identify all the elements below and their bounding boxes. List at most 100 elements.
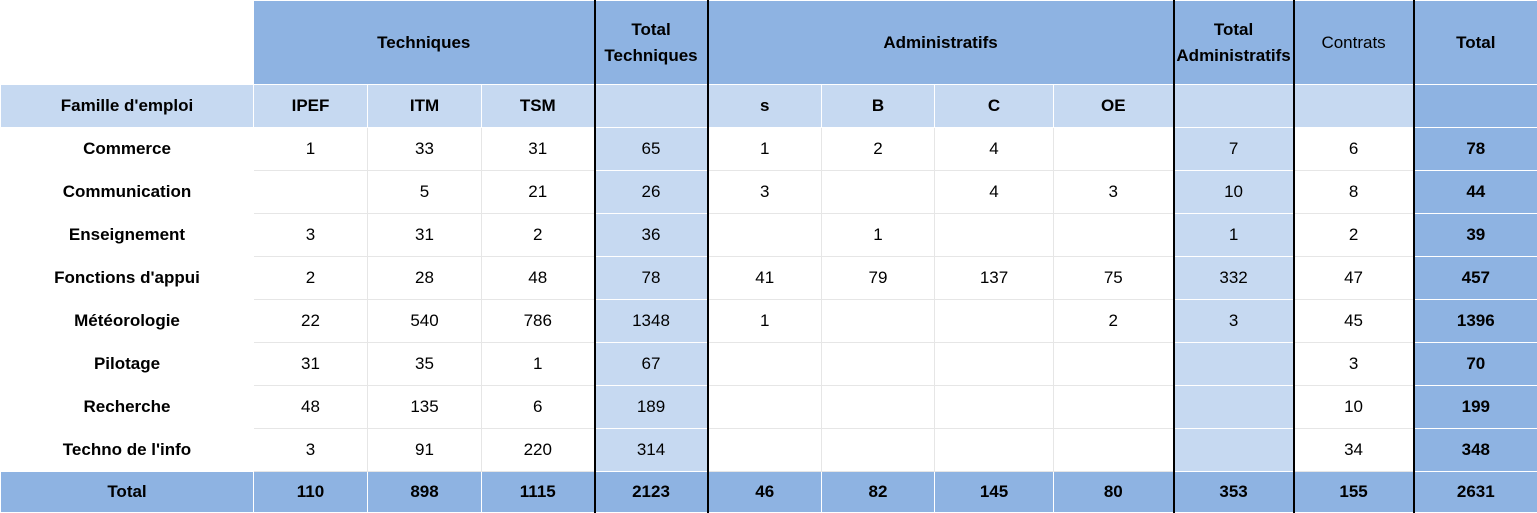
total-cell: 39 <box>1414 214 1537 257</box>
itm-cell: 135 <box>368 386 482 429</box>
total-cell: 1396 <box>1414 300 1537 343</box>
total-administratifs-cell: 7 <box>1174 128 1294 171</box>
ipef-cell: 22 <box>254 300 368 343</box>
itm-total: 898 <box>368 472 482 513</box>
table-row: Communication 5 21 26 3 4 3 10 8 44 <box>1 171 1537 214</box>
oe-header: OE <box>1054 85 1174 128</box>
total-administratifs-cell: 332 <box>1174 257 1294 300</box>
total-techniques-cell: 26 <box>595 171 708 214</box>
famille-cell: Fonctions d'appui <box>1 257 254 300</box>
total-techniques-cell: 189 <box>595 386 708 429</box>
itm-cell: 91 <box>368 429 482 472</box>
table-row: Techno de l'info 3 91 220 314 34 348 <box>1 429 1537 472</box>
total-techniques-cell: 314 <box>595 429 708 472</box>
total-administratifs-cell <box>1174 429 1294 472</box>
contrats-cell: 2 <box>1294 214 1414 257</box>
s-cell: 1 <box>708 300 822 343</box>
ipef-cell: 31 <box>254 343 368 386</box>
total-techniques-cell: 36 <box>595 214 708 257</box>
oe-cell: 2 <box>1054 300 1174 343</box>
tsm-header: TSM <box>482 85 595 128</box>
c-header: C <box>935 85 1054 128</box>
oe-total: 80 <box>1054 472 1174 513</box>
tsm-cell: 31 <box>482 128 595 171</box>
c-cell <box>935 343 1054 386</box>
ipef-cell: 2 <box>254 257 368 300</box>
total-cell: 199 <box>1414 386 1537 429</box>
totals-label: Total <box>1 472 254 513</box>
c-cell: 137 <box>935 257 1054 300</box>
total-techniques-total: 2123 <box>595 472 708 513</box>
total-administratifs-cell <box>1174 386 1294 429</box>
s-cell <box>708 429 822 472</box>
b-cell: 79 <box>822 257 935 300</box>
tsm-cell: 786 <box>482 300 595 343</box>
s-cell: 1 <box>708 128 822 171</box>
s-cell <box>708 214 822 257</box>
tsm-total: 1115 <box>482 472 595 513</box>
total-techniques-cell: 1348 <box>595 300 708 343</box>
total-cell: 457 <box>1414 257 1537 300</box>
total-administratifs-header: Total Administratifs <box>1174 1 1294 85</box>
itm-cell: 28 <box>368 257 482 300</box>
total-techniques-header: Total Techniques <box>595 1 708 85</box>
contrats-cell: 34 <box>1294 429 1414 472</box>
b-cell <box>822 300 935 343</box>
totals-row: Total 110 898 1115 2123 46 82 145 80 353… <box>1 472 1537 513</box>
famille-cell: Communication <box>1 171 254 214</box>
corner-cell <box>1 1 254 85</box>
total-administratifs-cell: 10 <box>1174 171 1294 214</box>
s-header: s <box>708 85 822 128</box>
table-row: Météorologie 22 540 786 1348 1 2 3 45 13… <box>1 300 1537 343</box>
b-cell <box>822 386 935 429</box>
tsm-cell: 2 <box>482 214 595 257</box>
s-cell: 3 <box>708 171 822 214</box>
table-row: Fonctions d'appui 2 28 48 78 41 79 137 7… <box>1 257 1537 300</box>
contrats-total: 155 <box>1294 472 1414 513</box>
contrats-subheader <box>1294 85 1414 128</box>
table-row: Enseignement 3 31 2 36 1 1 2 39 <box>1 214 1537 257</box>
total-administratifs-total: 353 <box>1174 472 1294 513</box>
tsm-cell: 21 <box>482 171 595 214</box>
famille-cell: Enseignement <box>1 214 254 257</box>
famille-cell: Techno de l'info <box>1 429 254 472</box>
total-administratifs-cell: 1 <box>1174 214 1294 257</box>
table-row: Commerce 1 33 31 65 1 2 4 7 6 78 <box>1 128 1537 171</box>
b-cell <box>822 343 935 386</box>
total-administratifs-cell <box>1174 343 1294 386</box>
total-cell: 78 <box>1414 128 1537 171</box>
c-cell: 4 <box>935 171 1054 214</box>
subheader-row: Famille d'emploi IPEF ITM TSM s B C OE <box>1 85 1537 128</box>
total-cell: 44 <box>1414 171 1537 214</box>
total-header: Total <box>1414 1 1537 85</box>
famille-cell: Pilotage <box>1 343 254 386</box>
ipef-total: 110 <box>254 472 368 513</box>
grand-total: 2631 <box>1414 472 1537 513</box>
total-techniques-cell: 67 <box>595 343 708 386</box>
s-cell <box>708 386 822 429</box>
ipef-cell: 48 <box>254 386 368 429</box>
ipef-header: IPEF <box>254 85 368 128</box>
itm-cell: 33 <box>368 128 482 171</box>
oe-cell <box>1054 386 1174 429</box>
total-administratifs-cell: 3 <box>1174 300 1294 343</box>
total-subheader <box>1414 85 1537 128</box>
b-cell: 2 <box>822 128 935 171</box>
s-cell <box>708 343 822 386</box>
b-header: B <box>822 85 935 128</box>
itm-cell: 31 <box>368 214 482 257</box>
contrats-cell: 47 <box>1294 257 1414 300</box>
tsm-cell: 220 <box>482 429 595 472</box>
ipef-cell: 3 <box>254 429 368 472</box>
oe-cell <box>1054 429 1174 472</box>
s-total: 46 <box>708 472 822 513</box>
c-cell <box>935 300 1054 343</box>
c-cell <box>935 214 1054 257</box>
group-administratifs-header: Administratifs <box>708 1 1174 85</box>
itm-cell: 35 <box>368 343 482 386</box>
total-techniques-subheader <box>595 85 708 128</box>
ipef-cell: 3 <box>254 214 368 257</box>
famille-header: Famille d'emploi <box>1 85 254 128</box>
c-cell: 4 <box>935 128 1054 171</box>
